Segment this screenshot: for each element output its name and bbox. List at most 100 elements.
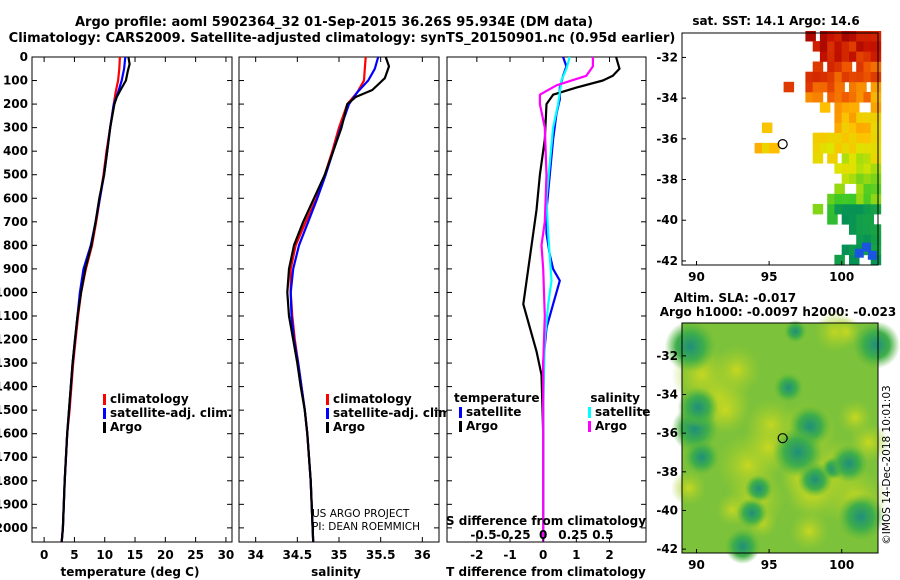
y-tick-label: 300 [3,121,28,135]
y-tick-label: 800 [3,238,28,252]
y-tick-label: 400 [3,144,28,158]
x-axis-label-top: S difference from climatology [446,514,646,528]
sst-cell [863,122,874,133]
legend-swatch-argo [326,422,329,433]
sst-cell [863,132,874,144]
sst-cell [819,41,831,52]
sst-cell [863,214,874,225]
sst-cell [856,132,867,144]
sst-cell [834,112,845,123]
sst-cell [819,102,831,113]
sst-cell [849,214,860,225]
x-tick-label: 10 [96,548,113,562]
sst-cell [856,81,867,93]
sla-low-blob [725,528,761,565]
sst-cell [870,153,882,164]
sst-cell [870,41,882,52]
sst-cell [856,71,867,83]
sst-cell [870,92,882,103]
sst-cell [827,142,838,154]
profile-location-marker [777,433,788,444]
sla-low-blob [677,387,719,428]
x-tick-label: 0 [40,548,48,562]
sst-cell [849,193,860,205]
sst-cell [849,163,860,174]
sst-cell [783,81,795,93]
sst-cell [849,71,860,83]
sst-cell [849,31,860,42]
sst-cell [870,122,882,133]
sst-cell [856,142,867,154]
sst-cell [827,51,838,62]
legend-swatch-satellite [588,407,591,418]
header-line-2: Climatology: CARS2009. Satellite-adjuste… [9,31,676,46]
sst-cell [834,183,845,195]
x-tick-label: 0 [539,548,547,562]
sst-cell [827,203,838,215]
sst-cell [870,234,882,245]
x-tick-label: 2 [605,548,613,562]
sla-low-blob [829,444,868,483]
x-axis-label: temperature (deg C) [61,565,200,579]
sla-low-blob [772,427,823,478]
sst-cell [862,242,872,252]
x-axis-label: salinity [311,565,361,579]
y-tick-label: 600 [3,191,28,205]
y-tick-label: 1000 [0,285,28,299]
y-tick-label: 1100 [0,309,28,323]
sst-cell [827,41,838,52]
sst-cell [769,142,780,154]
y-tick-label: 2000 [0,521,28,535]
sst-cell [812,71,824,83]
sst-cell [856,31,867,42]
sst-cell [841,51,853,62]
map-y-tick-label: -32 [656,349,678,363]
sst-cell [856,214,867,225]
x-axis-label: T difference from climatology [446,565,646,579]
legend-swatch-satellite-adj-clim [326,408,329,419]
sst-cell [849,244,860,256]
sst-cell [812,81,824,93]
sst-cell [870,142,882,154]
x-tick-label: 34.5 [283,548,313,562]
sst-cell [805,81,816,93]
difference-panel: -2 -1 0 1 2 -0.5 -0.25 0 0.25 0.5S difference fro… [446,56,650,579]
sst-cell [827,92,838,103]
imos-credit: ©IMOS 14-Dec-2018 10:01:03 [881,385,893,544]
sst-cell [827,214,838,225]
x-tick-label: 5 [70,548,78,562]
s-tick-label: 0 [539,528,547,542]
sst-cell [834,142,845,154]
sst-cell [856,163,867,174]
sst-cell [856,153,867,164]
legend-label-argo: Argo [333,420,365,434]
sst-cell [863,193,874,205]
sla-high-blob [711,345,762,396]
sst-cell [863,112,874,123]
sst-cell [834,61,845,72]
sst-cell [863,203,874,215]
sst-cell [841,122,853,133]
sla-low-blob [744,474,773,503]
sst-cell [827,61,838,72]
legend-label-satellite-adj-clim: satellite-adj. clim. [333,406,455,420]
legend-swatch-climatology [103,394,106,405]
sst-cell [849,142,860,154]
y-tick-label: 200 [3,97,28,111]
sst-cell [834,122,845,133]
series-salinity-argo [538,57,595,542]
sst-cell [849,173,860,184]
sst-cell [812,41,824,52]
sst-cell [841,203,853,215]
sst-cell [863,61,874,72]
sst-cell [856,224,867,235]
project-annotation: US ARGO PROJECT [312,508,410,520]
sst-cell [819,132,831,144]
map-x-tick-label: 90 [688,270,705,284]
sla-low-blob [837,493,885,541]
y-tick-label: 1300 [0,356,28,370]
map-y-tick-label: -36 [656,426,678,440]
y-tick-label: 1800 [0,474,28,488]
sst-cell [834,41,845,52]
